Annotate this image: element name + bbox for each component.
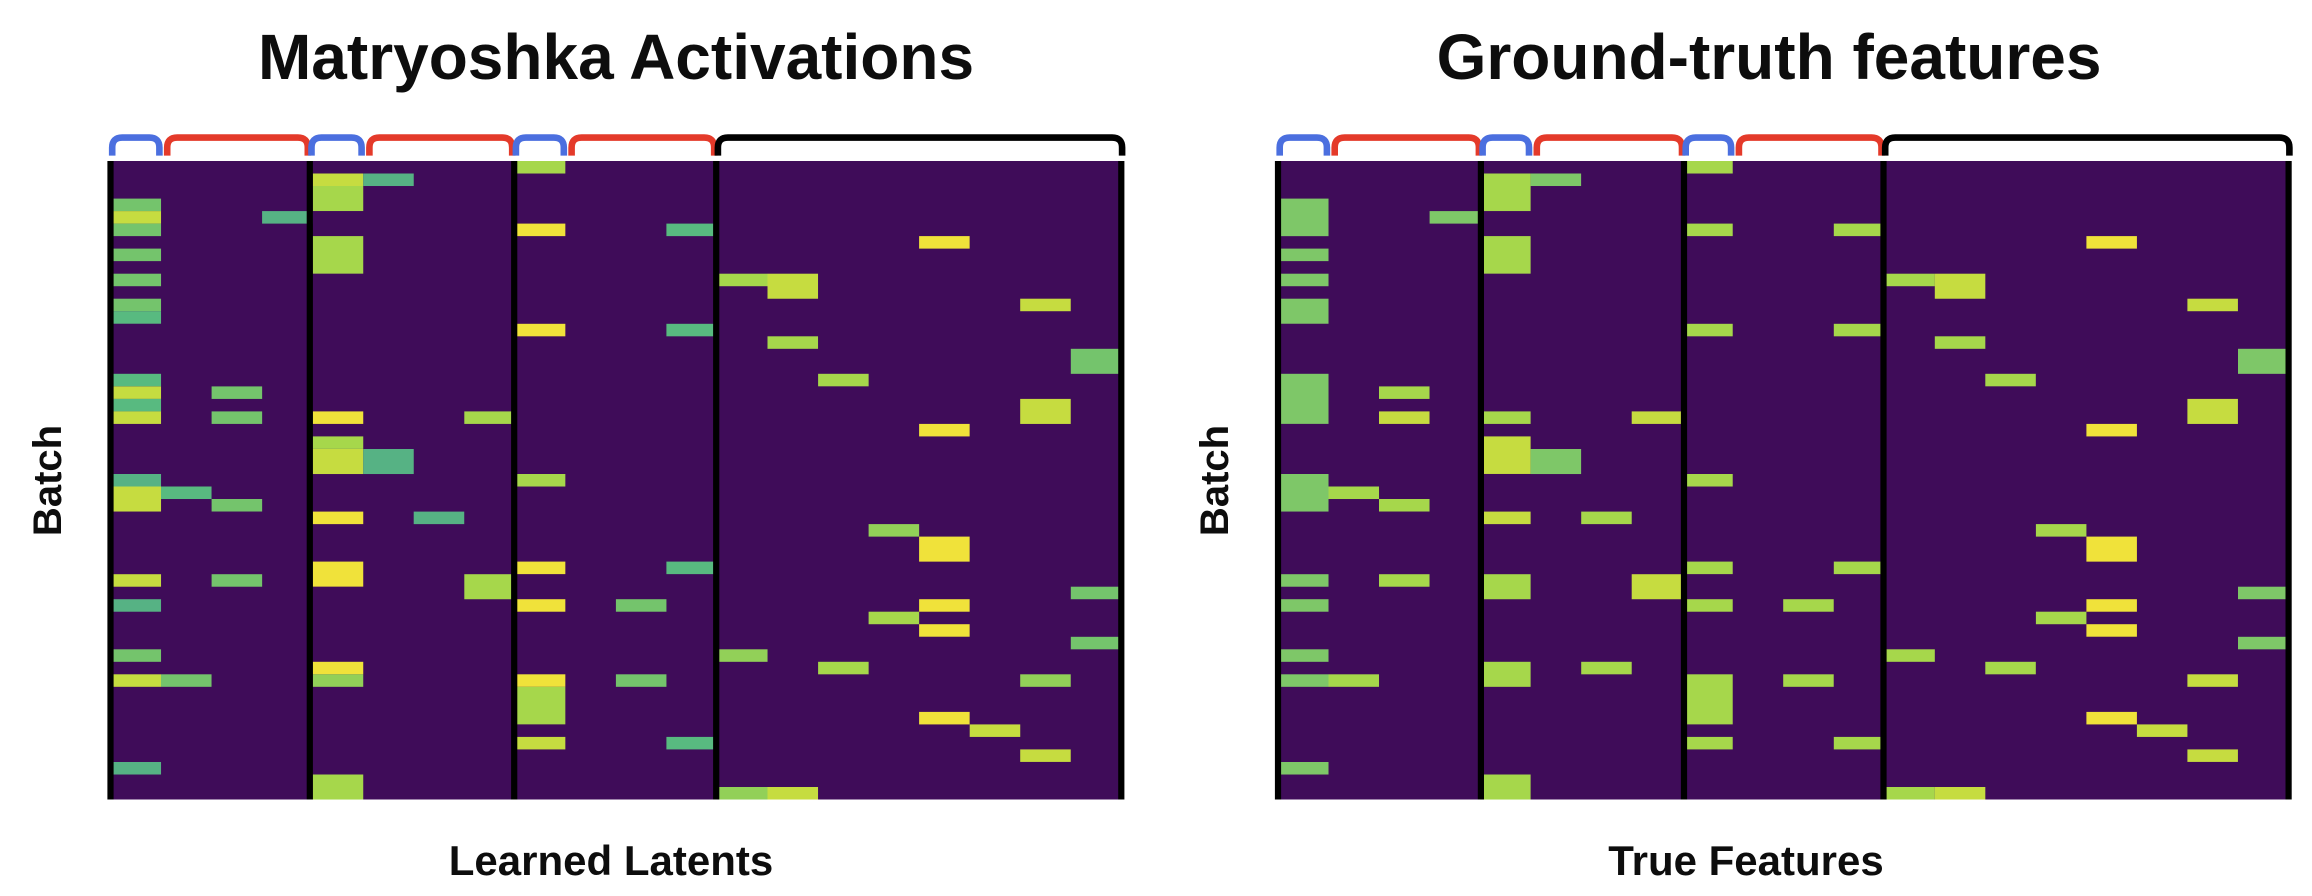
svg-text:Ground-truth features: Ground-truth features xyxy=(1437,21,2102,93)
svg-text:Batch: Batch xyxy=(26,425,70,536)
svg-text:Batch: Batch xyxy=(1193,425,1237,536)
svg-text:Learned Latents: Learned Latents xyxy=(449,837,773,884)
svg-text:True Features: True Features xyxy=(1608,837,1883,884)
svg-text:Matryoshka Activations: Matryoshka Activations xyxy=(258,21,974,93)
